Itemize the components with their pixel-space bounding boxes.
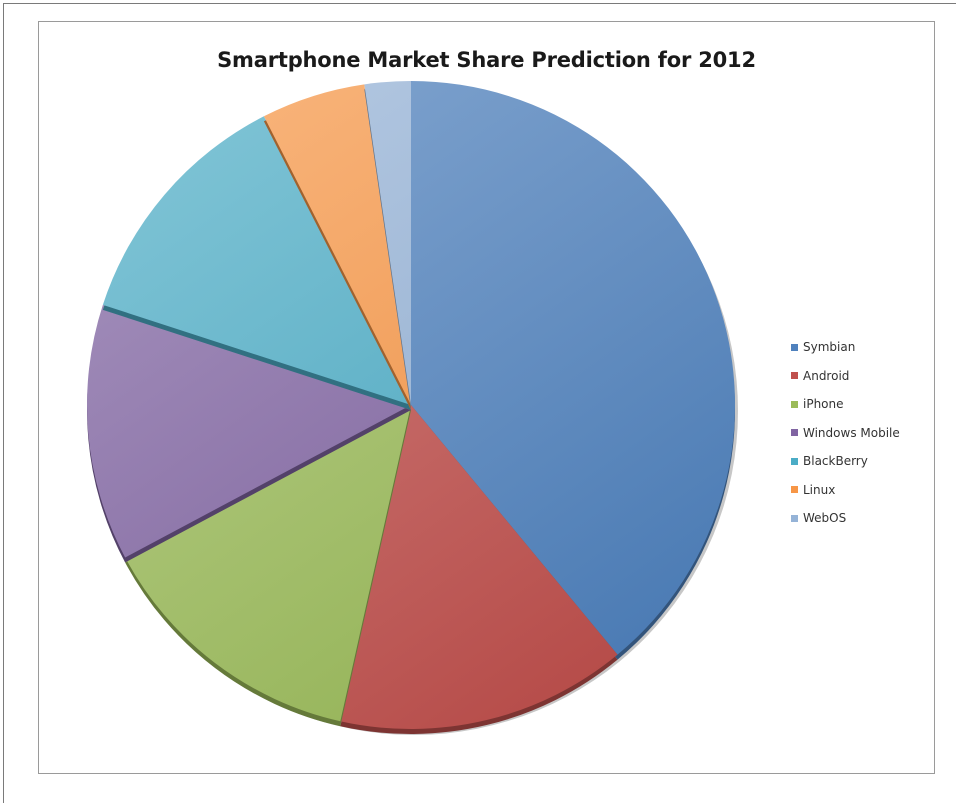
legend-item-webos: WebOS <box>791 504 900 533</box>
window-frame <box>3 3 956 803</box>
legend-swatch-linux <box>791 486 798 494</box>
legend-item-symbian: Symbian <box>791 333 900 362</box>
legend-swatch-android <box>791 372 798 380</box>
legend-item-blackberry: BlackBerry <box>791 447 900 476</box>
pie-slice-webos <box>364 81 411 405</box>
pie-slice-blackberry <box>102 116 412 405</box>
legend-label: Linux <box>803 482 836 497</box>
legend-label: Android <box>803 368 850 383</box>
pie-slice-android <box>340 405 618 730</box>
pie-slice-linux <box>263 84 411 405</box>
legend-label: Windows Mobile <box>803 425 900 440</box>
chart-panel: Smartphone Market Share Prediction for 2… <box>38 21 935 774</box>
legend-item-windows-mobile: Windows Mobile <box>791 419 900 448</box>
legend-item-iphone: iPhone <box>791 390 900 419</box>
legend-swatch-blackberry <box>791 457 798 465</box>
chart-title: Smartphone Market Share Prediction for 2… <box>217 48 756 72</box>
legend-swatch-webos <box>791 514 798 522</box>
chart-legend: Symbian Android iPhone Windows Mobile BlackB… <box>791 333 900 533</box>
legend-item-android: Android <box>791 362 900 391</box>
legend-label: iPhone <box>803 397 844 412</box>
legend-item-linux: Linux <box>791 476 900 505</box>
legend-swatch-symbian <box>791 343 798 351</box>
pie-slice-symbian <box>411 81 736 655</box>
legend-swatch-iphone <box>791 400 798 408</box>
pie-chart <box>87 81 738 735</box>
pie-slice-iphone <box>125 405 411 722</box>
legend-label: Symbian <box>803 340 856 355</box>
pie-slices <box>87 81 736 735</box>
legend-swatch-windows-mobile <box>791 429 798 437</box>
legend-label: BlackBerry <box>803 454 868 469</box>
legend-label: WebOS <box>803 511 847 526</box>
pie-slice-windows-mobile <box>87 304 412 558</box>
